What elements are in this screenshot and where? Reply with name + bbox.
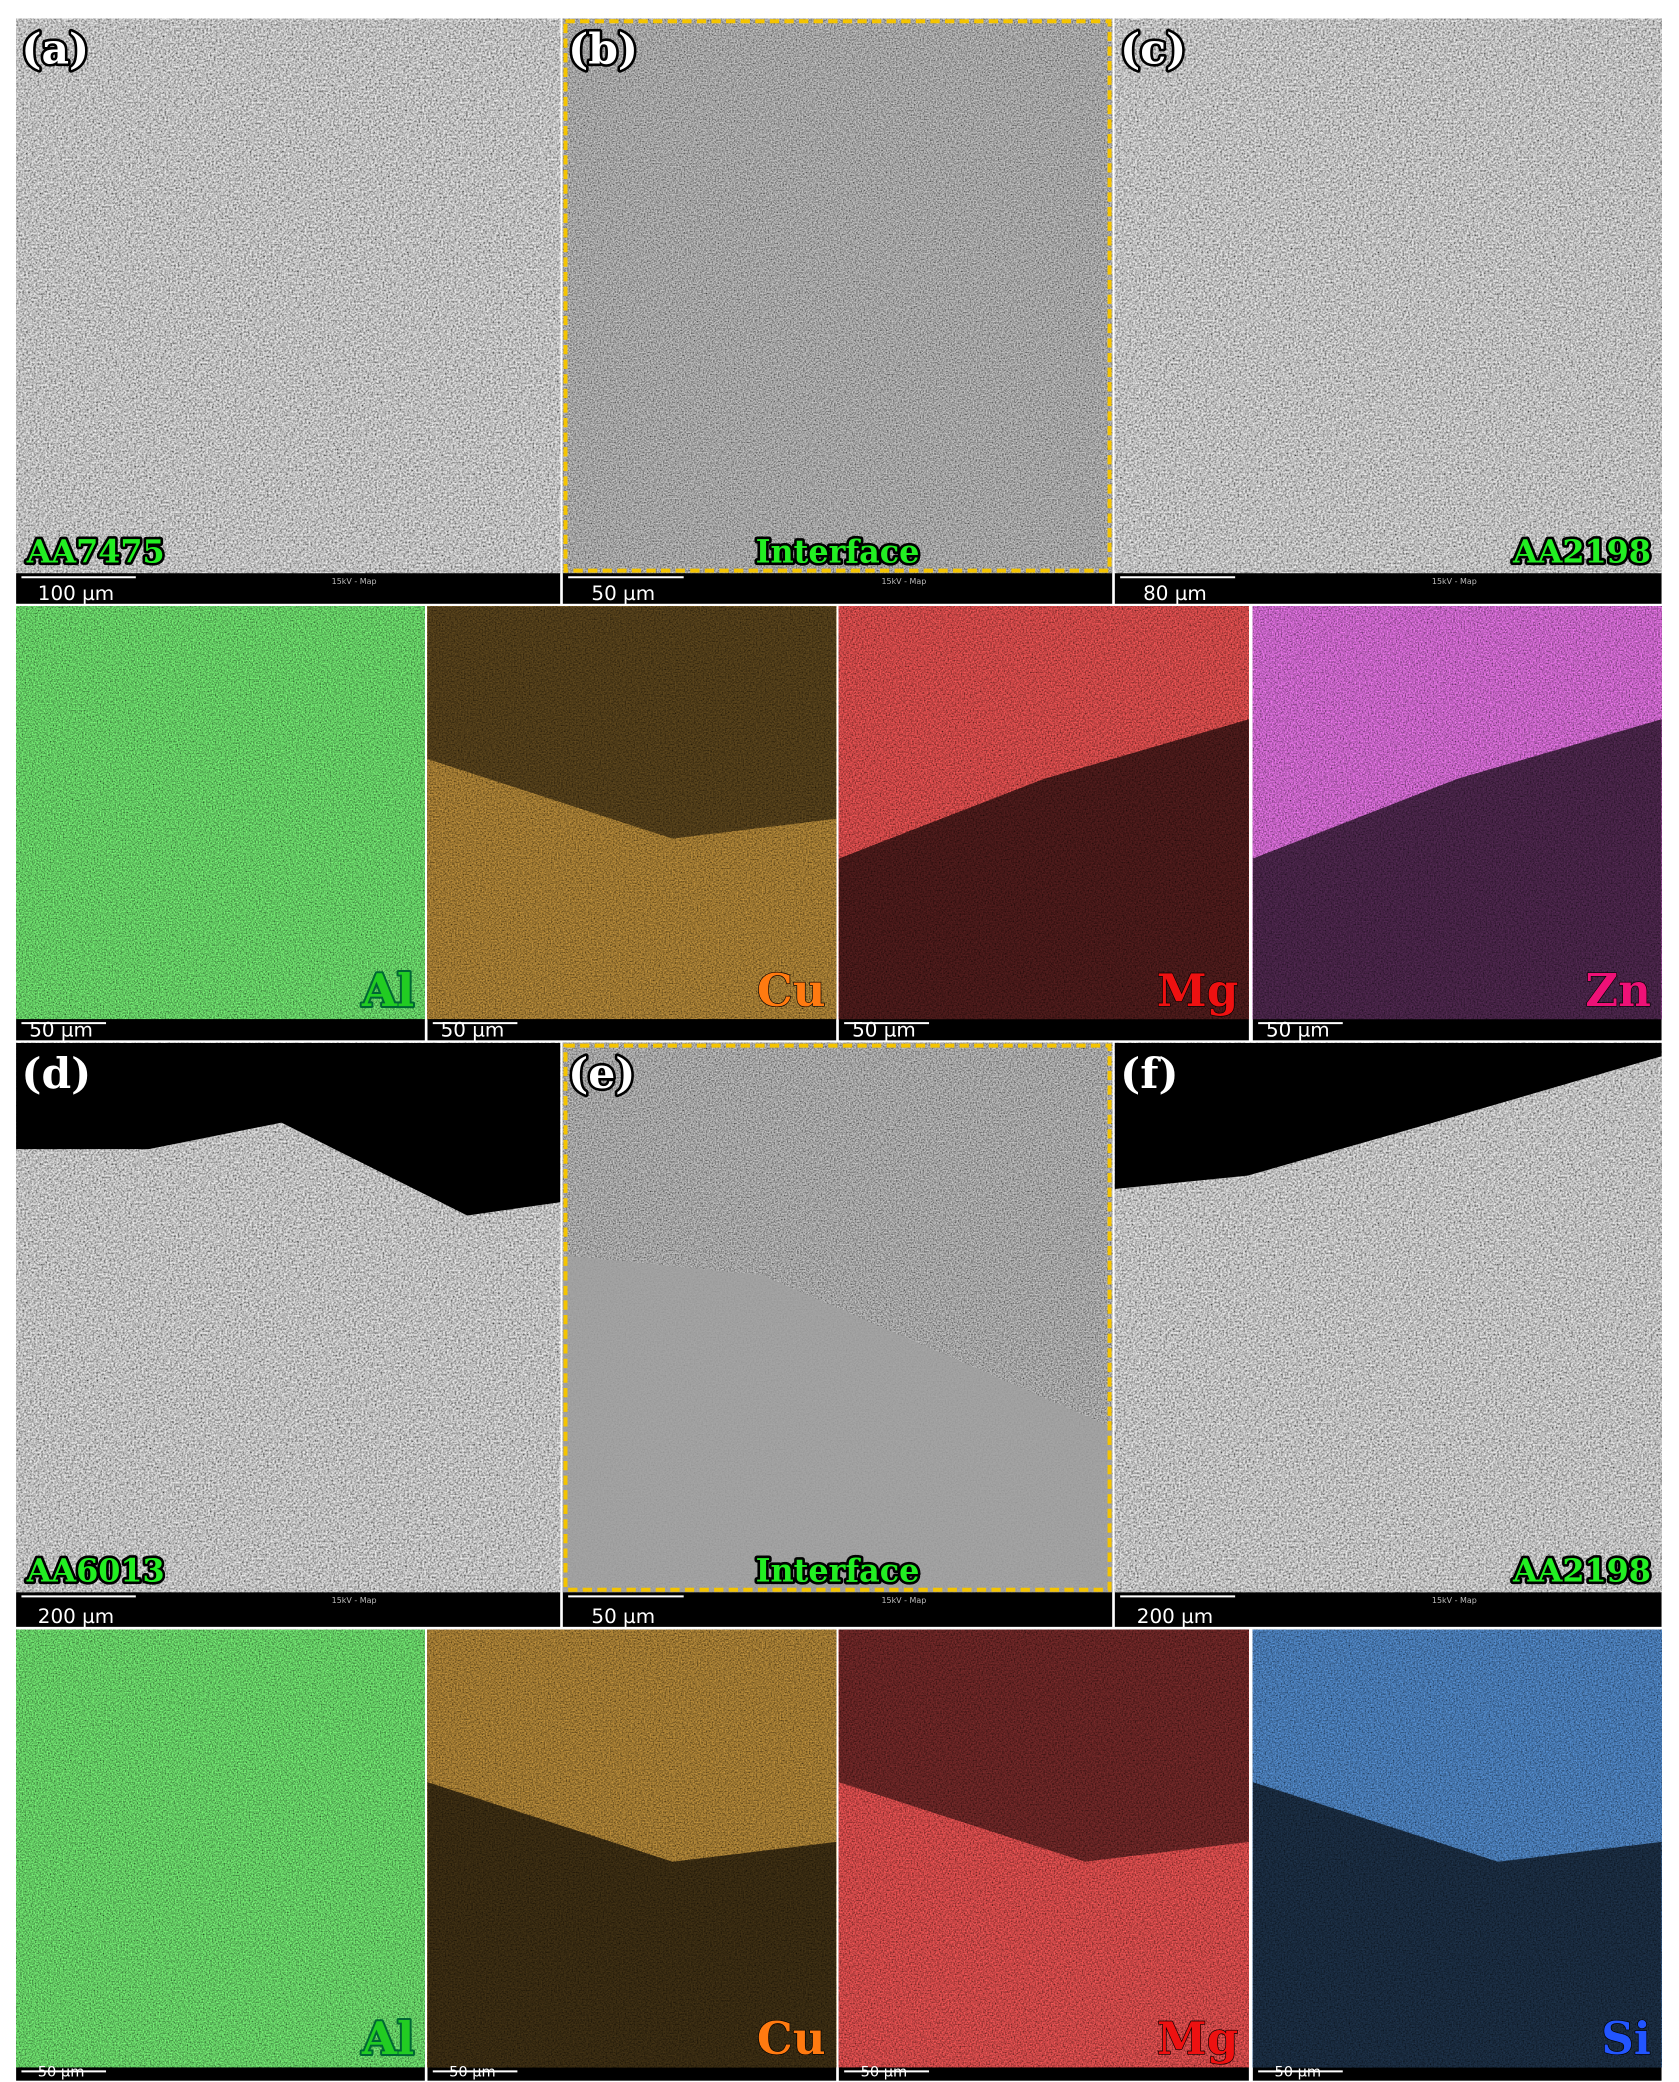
scale-label: 50 µm [29,1018,93,1041]
eds-dark-region [1252,719,1662,1020]
sem-image [16,18,561,574]
instrument-info: 15kV - Map [1432,1596,1477,1605]
scale-strip [16,1592,561,1627]
void-region [16,1042,561,1216]
panel-label: (c) [1120,25,1186,75]
scale-strip [1114,1592,1662,1627]
eds-map [16,606,425,1020]
eds-dark-region [838,1629,1249,1862]
instrument-info: 15kV - Map [332,577,377,586]
material-label: AA2198 [1512,533,1651,571]
material-label: AA6013 [26,1552,165,1590]
scale-strip [16,2067,425,2081]
scale-label: 50 µm [441,1018,505,1041]
scale-label: 50 µm [449,2064,496,2081]
scale-label: 50 µm [38,2064,85,2081]
void-region [1114,1042,1662,1189]
scale-label: 80 µm [1143,582,1207,605]
scale-label: 50 µm [591,582,655,605]
scale-label: 50 µm [861,2064,908,2081]
instrument-info: 15kV - Map [881,1596,926,1605]
scale-label: 50 µm [1274,2064,1321,2081]
panel-label: (d) [21,1049,91,1099]
eds-map [16,1629,425,2068]
highlight-border [563,19,1112,573]
scale-strip [1114,573,1662,604]
scale-label: 200 µm [38,1605,114,1628]
sem-image [1114,18,1662,574]
scale-strip [562,1592,1113,1627]
scale-strip [1252,1019,1662,1041]
eds-dark-region [427,1782,837,2068]
element-label: Mg [1157,2012,1238,2065]
element-label: Mg [1157,964,1238,1017]
eds-dark-region [838,719,1249,1020]
instrument-info: 15kV - Map [881,577,926,586]
scale-strip [427,2067,837,2081]
material-label: AA7475 [26,533,165,571]
element-label: Si [1601,2012,1651,2065]
element-label: Cu [757,964,826,1017]
scale-strip [16,1019,425,1041]
eds-dark-region [1252,1782,1662,2068]
scale-label: 50 µm [591,1605,655,1628]
highlight-border [563,1043,1112,1592]
scale-strip [1252,2067,1662,2081]
panel-label: (a) [21,25,89,75]
element-label: Cu [757,2012,826,2065]
scale-strip [838,1019,1249,1041]
scale-label: 50 µm [1266,1018,1330,1041]
interface-zone [562,1255,1113,1593]
scale-label: 50 µm [852,1018,916,1041]
instrument-info: 15kV - Map [1432,577,1477,586]
element-label: Al [361,2012,414,2065]
eds-dark-region [427,606,837,839]
material-label: Interface [756,533,920,571]
scale-strip [562,573,1113,604]
element-label: Zn [1585,964,1651,1017]
scale-strip [16,573,561,604]
scale-strip [427,1019,837,1041]
scale-label: 100 µm [38,582,114,605]
material-label: AA2198 [1512,1552,1651,1590]
material-label: Interface [756,1552,920,1590]
panel-label: (e) [568,1049,635,1099]
instrument-info: 15kV - Map [332,1596,377,1605]
panel-label: (f) [1120,1049,1178,1099]
element-label: Al [361,964,414,1017]
sem-image [562,18,1113,574]
panel-label: (b) [568,25,638,75]
scale-strip [838,2067,1249,2081]
scale-label: 200 µm [1137,1605,1213,1628]
